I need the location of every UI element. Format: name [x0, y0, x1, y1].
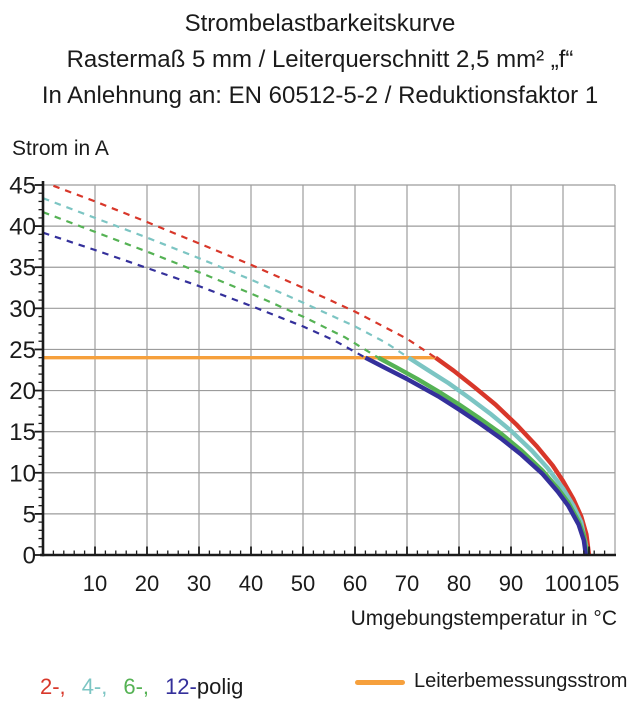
series-6-polig-dashed	[42, 211, 379, 359]
chart-title: Strombelastbarkeitskurve	[184, 10, 456, 37]
series-12-polig-solid	[364, 355, 589, 556]
legend: 2-, 4-, 6-, 12- polig Leiterbemessungsstrom	[0, 670, 640, 710]
series-6-polig-solid	[377, 355, 590, 556]
x-tick-label: 10	[83, 571, 107, 596]
y-tick-label: 35	[9, 255, 36, 282]
chart-header: Strombelastbarkeitskurve Rastermaß 5 mm …	[0, 6, 640, 114]
y-tick-label: 0	[23, 543, 36, 570]
legend-rated: Leiterbemessungsstrom	[355, 670, 627, 693]
legend-pole-token-4: 4-,	[81, 674, 108, 699]
y-tick-label: 10	[9, 460, 36, 487]
y-tick-label: 25	[9, 337, 36, 364]
derating-chart: 10 20 30 40 50 60 70 80 90 100 105 0 5 10 15 20 25 30 35 40…	[9, 173, 620, 597]
series-2-polig-dashed	[53, 184, 437, 359]
chart-note: In Anlehnung an: EN 60512-5-2 / Reduktio…	[41, 82, 599, 109]
legend-pole-token-12: 12-	[165, 674, 197, 699]
x-tick-label: 105	[583, 571, 620, 596]
x-tick-label: 90	[499, 571, 523, 596]
series-4-polig-solid	[407, 355, 591, 556]
y-axis-title: Strom in A	[12, 137, 109, 160]
x-tick-label: 70	[395, 571, 419, 596]
y-tick-label: 40	[9, 214, 36, 241]
legend-poles: 2-, 4-, 6-, 12- polig	[40, 674, 243, 700]
x-tick-label: 60	[343, 571, 367, 596]
rated-current-label: Leiterbemessungsstrom	[414, 670, 628, 692]
x-tick-label: 30	[187, 571, 211, 596]
x-tick-label: 40	[239, 571, 263, 596]
legend-poles-suffix: polig	[196, 674, 244, 699]
x-tick-label: 100	[545, 571, 582, 596]
x-tick-label: 50	[291, 571, 315, 596]
x-tick-label: 20	[135, 571, 159, 596]
y-tick-label: 5	[23, 501, 36, 528]
y-tick-label: 20	[9, 378, 36, 405]
legend-pole-token-6: 6-,	[123, 674, 150, 699]
y-tick-label: 30	[9, 296, 36, 323]
y-tick-label: 15	[9, 419, 36, 446]
legend-pole-token-2: 2-,	[40, 674, 66, 699]
x-axis-title: Umgebungstemperatur in °C	[350, 607, 617, 630]
series-12-polig-dashed	[42, 231, 366, 359]
x-tick-label: 80	[447, 571, 471, 596]
series-4-polig-dashed	[42, 197, 410, 359]
rated-current-line-swatch	[355, 680, 405, 685]
y-tick-label: 45	[9, 173, 36, 200]
chart-subtitle: Rastermaß 5 mm / Leiterquerschnitt 2,5 m…	[66, 46, 574, 73]
